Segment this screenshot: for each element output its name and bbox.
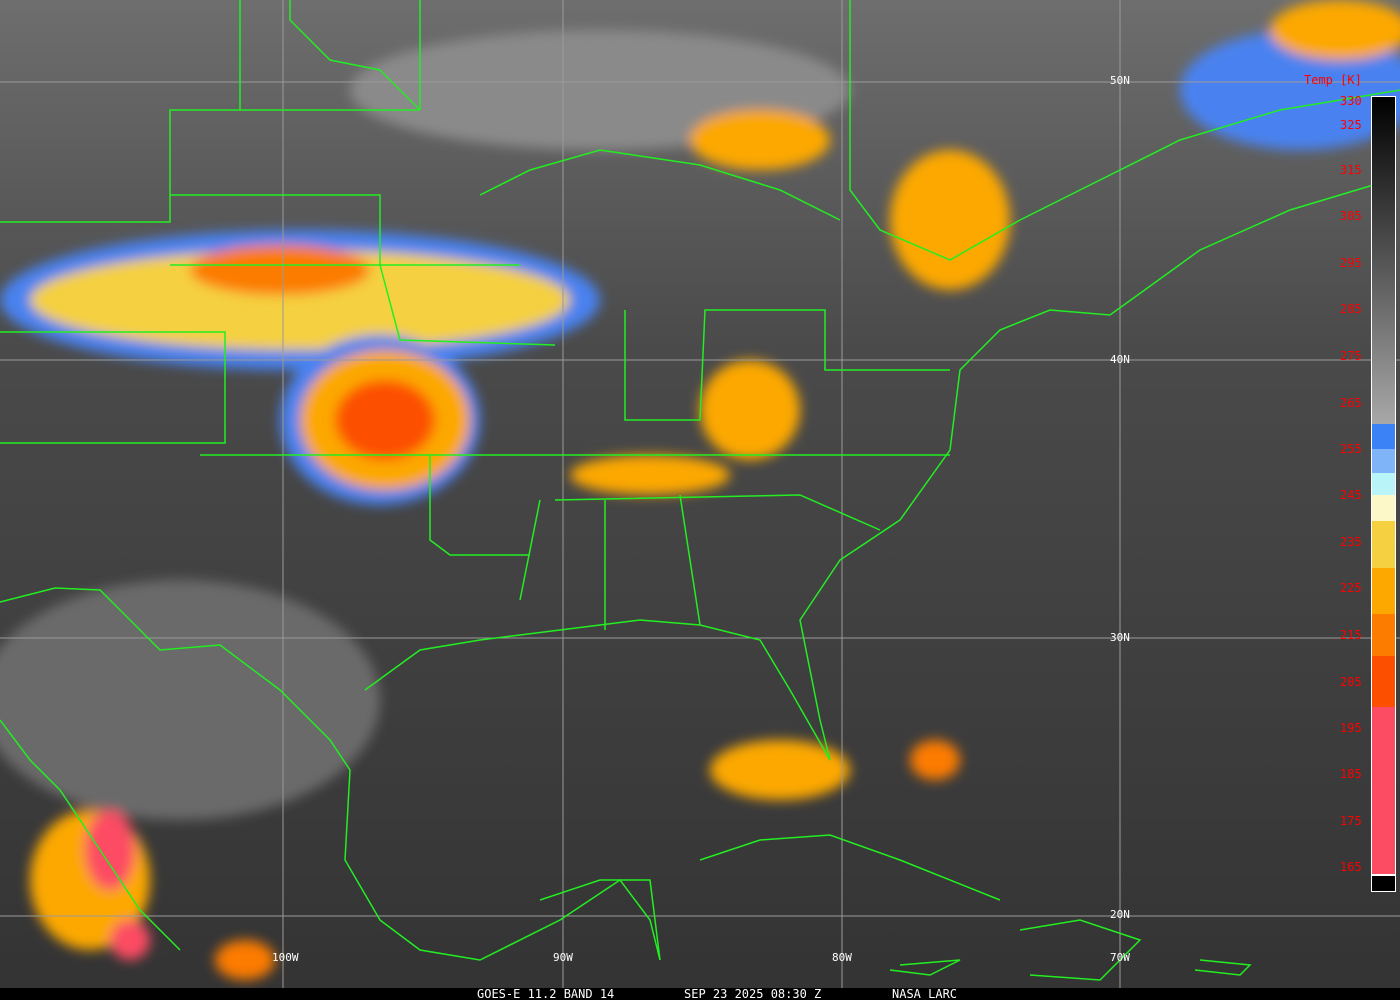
colorbar-tick-label: 275: [1340, 349, 1362, 363]
colorbar-tick-label: 255: [1340, 442, 1362, 456]
colorbar-tick-label: 215: [1340, 628, 1362, 642]
caption-datetime: SEP 23 2025 08:30 Z: [684, 987, 822, 1000]
colorbar-tick-label: 245: [1340, 488, 1362, 502]
lat-label-30n: 30N: [1110, 631, 1130, 644]
lon-label-90w: 90W: [553, 951, 573, 964]
lon-label-70w: 70W: [1110, 951, 1130, 964]
colorbar-tick-label: 205: [1340, 675, 1362, 689]
image-caption: GOES-E 11.2 BAND 14 SEP 23 2025 08:30 Z …: [0, 988, 1400, 1000]
colorbar-tick-label: 185: [1340, 767, 1362, 781]
lon-label-80w: 80W: [832, 951, 852, 964]
legend-title: Temp [K]: [1304, 73, 1362, 87]
lat-label-20n: 20N: [1110, 908, 1130, 921]
colorbar-tick-label: 325: [1340, 118, 1362, 132]
colorbar-tick-label: 195: [1340, 721, 1362, 735]
colorbar-tick-label: 305: [1340, 209, 1362, 223]
colorbar-tick-label: 225: [1340, 581, 1362, 595]
colorbar-tick-label: 175: [1340, 814, 1362, 828]
colorbar-tick-label: 165: [1340, 860, 1362, 874]
caption-source: NASA LARC: [892, 987, 958, 1000]
lat-label-40n: 40N: [1110, 353, 1130, 366]
temperature-colorbar: [1371, 96, 1396, 892]
colorbar-tick-label: 315: [1340, 163, 1362, 177]
colorbar-tick-label: 265: [1340, 396, 1362, 410]
colorbar-tick-label: 330: [1340, 94, 1362, 108]
lon-label-100w: 100W: [272, 951, 299, 964]
colorbar-tick-label: 235: [1340, 535, 1362, 549]
caption-satellite: GOES-E 11.2 BAND 14: [477, 987, 615, 1000]
lat-label-50n: 50N: [1110, 74, 1130, 87]
colorbar-tick-label: 285: [1340, 302, 1362, 316]
colorbar-tick-label: 295: [1340, 256, 1362, 270]
